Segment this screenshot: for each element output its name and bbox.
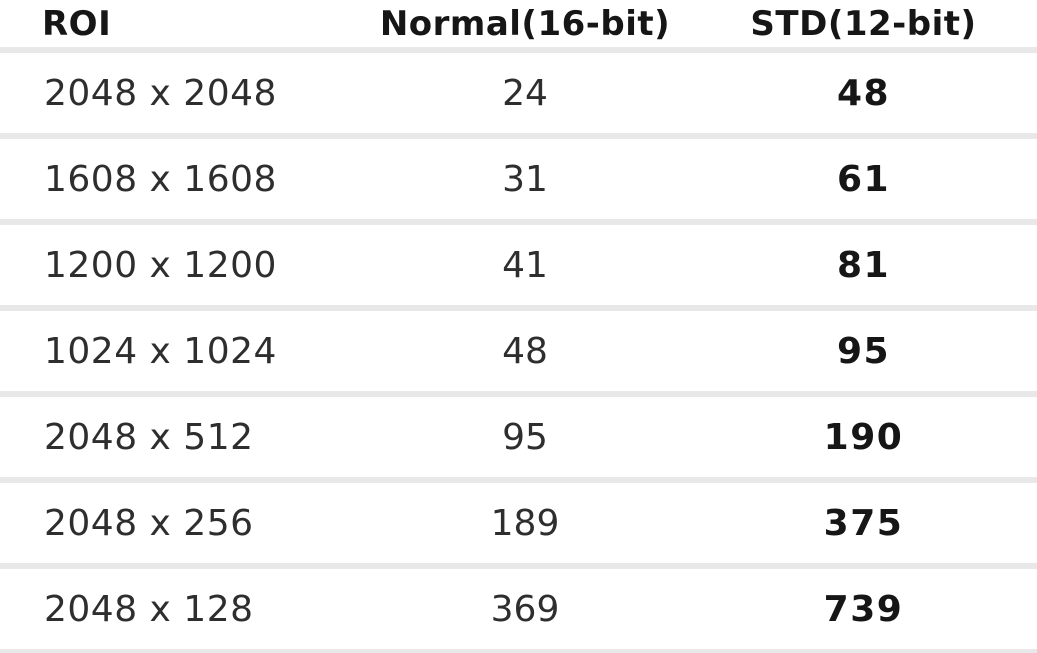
roi-cell: 2048 x 256	[0, 480, 360, 569]
roi-cell: 2048 x 512	[0, 394, 360, 483]
normal-value-cell: 189	[360, 480, 690, 569]
table-row: 1608 x 1608 31 61	[0, 136, 1037, 225]
column-header-std-12bit: STD(12-bit)	[690, 0, 1037, 53]
table-row: 2048 x 512 95 190	[0, 394, 1037, 483]
column-header-normal-16bit: Normal(16-bit)	[360, 0, 690, 53]
normal-value-cell: 41	[360, 222, 690, 311]
roi-cell: 2048 x 2048	[0, 50, 360, 139]
std-value-cell: 61	[690, 136, 1037, 225]
normal-value-cell: 31	[360, 136, 690, 225]
std-value-cell: 48	[690, 50, 1037, 139]
std-value-cell: 375	[690, 480, 1037, 569]
std-value-cell: 81	[690, 222, 1037, 311]
normal-value-cell: 95	[360, 394, 690, 483]
std-value-cell: 95	[690, 308, 1037, 397]
roi-cell: 2048 x 128	[0, 566, 360, 653]
table-body: 2048 x 2048 24 48 1608 x 1608 31 61 1200…	[0, 50, 1037, 653]
column-header-roi: ROI	[0, 0, 360, 53]
table-header-row: ROI Normal(16-bit) STD(12-bit)	[0, 0, 1037, 53]
table-row: 1200 x 1200 41 81	[0, 222, 1037, 311]
normal-value-cell: 48	[360, 308, 690, 397]
table-row: 2048 x 2048 24 48	[0, 50, 1037, 139]
normal-value-cell: 24	[360, 50, 690, 139]
normal-value-cell: 369	[360, 566, 690, 653]
table-row: 2048 x 128 369 739	[0, 566, 1037, 653]
roi-cell: 1024 x 1024	[0, 308, 360, 397]
std-value-cell: 190	[690, 394, 1037, 483]
table-row: 1024 x 1024 48 95	[0, 308, 1037, 397]
std-value-cell: 739	[690, 566, 1037, 653]
roi-cell: 1608 x 1608	[0, 136, 360, 225]
table-row: 2048 x 256 189 375	[0, 480, 1037, 569]
roi-cell: 1200 x 1200	[0, 222, 360, 311]
